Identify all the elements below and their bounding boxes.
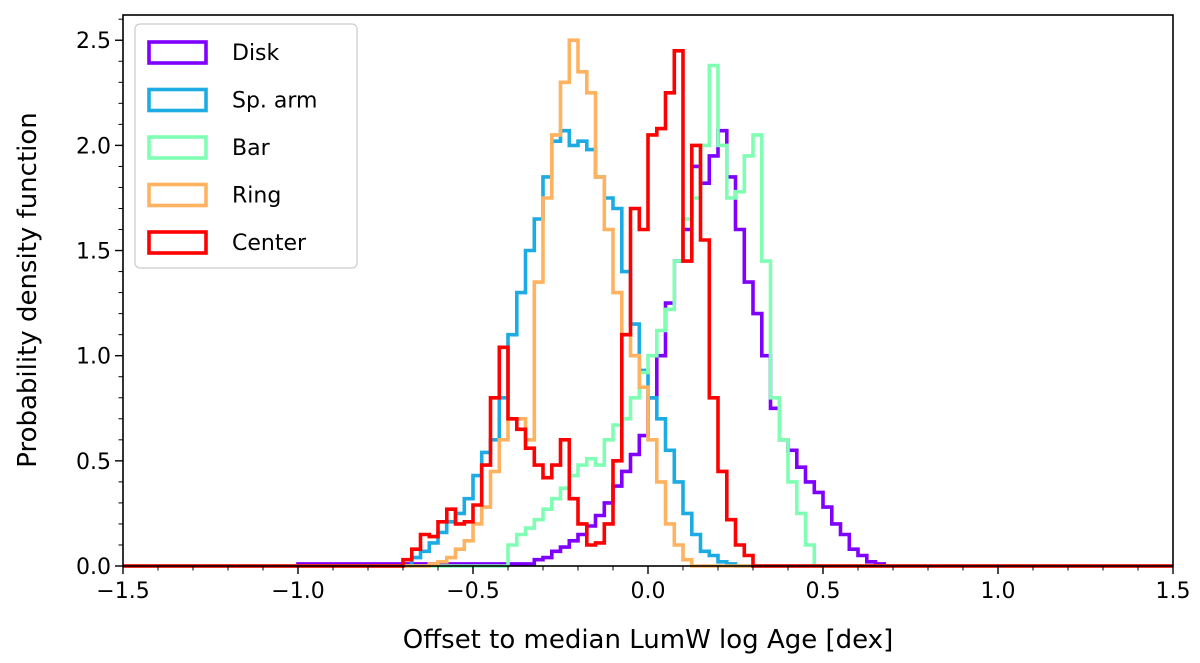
legend-label-bar: Bar (232, 136, 271, 161)
series-ring-step (123, 38, 1173, 568)
y-tick-label: 0.5 (76, 450, 111, 475)
y-tick-label: 1.0 (76, 345, 111, 370)
x-tick-label: −1.5 (96, 579, 149, 604)
legend-swatch-ring (147, 182, 208, 208)
legend-swatch-sp-arm (147, 87, 208, 113)
series-bar-step (123, 63, 1173, 568)
legend-label-sp-arm: Sp. arm (232, 89, 318, 114)
x-tick-label: 1.0 (981, 579, 1016, 604)
y-axis-label: Probability density function (13, 112, 43, 468)
x-axis-label: Offset to median LumW log Age [dex] (403, 625, 893, 655)
x-tick-label: 1.5 (1156, 579, 1191, 604)
series-sp-arm-step (123, 128, 1173, 568)
y-tick-label: 0.0 (76, 555, 111, 580)
legend-swatch-disk (147, 40, 208, 65)
y-tick-label: 1.5 (76, 240, 111, 265)
legend-label-ring: Ring (232, 184, 281, 209)
legend-label-disk: Disk (232, 41, 280, 66)
y-axis: 0.0 0.5 1.0 1.5 2.0 2.5 (76, 18, 123, 580)
x-tick-label: 0.0 (631, 579, 666, 604)
histogram-series-group (123, 38, 1173, 568)
x-tick-label: 0.5 (806, 579, 841, 604)
legend-swatch-bar (147, 135, 208, 160)
legend: Disk Sp. arm Bar Ring Center (134, 23, 358, 269)
x-tick-label: −1.0 (271, 579, 324, 604)
legend-label-center: Center (232, 231, 307, 256)
x-axis: −1.5 −1.0 −0.5 0.0 0.5 1.0 1.5 (96, 566, 1191, 604)
legend-swatch-center (147, 230, 208, 255)
x-tick-label: −0.5 (446, 579, 499, 604)
series-center-step (123, 48, 1173, 568)
y-tick-label: 2.5 (76, 29, 111, 54)
y-tick-label: 2.0 (76, 134, 111, 159)
